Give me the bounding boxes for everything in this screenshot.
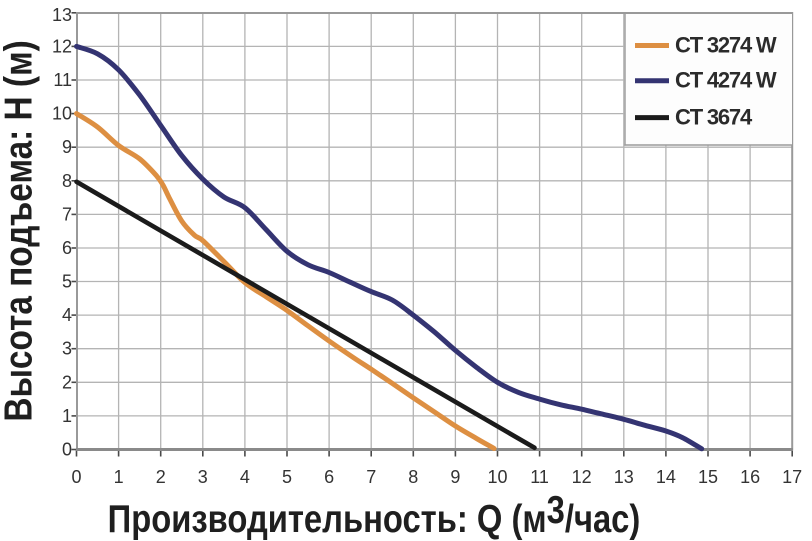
svg-text:5: 5 bbox=[62, 272, 72, 292]
svg-text:7: 7 bbox=[62, 204, 72, 224]
svg-text:12: 12 bbox=[52, 36, 72, 56]
svg-text:10: 10 bbox=[487, 467, 507, 487]
svg-text:17: 17 bbox=[782, 467, 802, 487]
svg-text:0: 0 bbox=[62, 440, 72, 460]
svg-text:11: 11 bbox=[53, 70, 72, 90]
svg-text:3: 3 bbox=[198, 467, 208, 487]
svg-text:1: 1 bbox=[114, 467, 124, 487]
svg-text:15: 15 bbox=[698, 467, 718, 487]
svg-text:2: 2 bbox=[156, 467, 166, 487]
svg-text:3: 3 bbox=[62, 339, 72, 359]
svg-text:5: 5 bbox=[282, 467, 292, 487]
svg-text:12: 12 bbox=[572, 467, 592, 487]
svg-text:0: 0 bbox=[71, 467, 81, 487]
svg-text:7: 7 bbox=[366, 467, 376, 487]
svg-text:13: 13 bbox=[52, 5, 72, 25]
svg-text:8: 8 bbox=[408, 467, 418, 487]
svg-text:8: 8 bbox=[62, 171, 72, 191]
svg-text:CT 3274 W: CT 3274 W bbox=[675, 33, 777, 58]
svg-text:4: 4 bbox=[62, 305, 72, 325]
svg-text:2: 2 bbox=[62, 372, 72, 392]
svg-text:6: 6 bbox=[62, 238, 72, 258]
svg-text:13: 13 bbox=[614, 467, 634, 487]
svg-text:9: 9 bbox=[62, 137, 72, 157]
svg-text:9: 9 bbox=[450, 467, 460, 487]
svg-text:1: 1 bbox=[62, 406, 72, 426]
svg-text:6: 6 bbox=[324, 467, 334, 487]
svg-text:CT 4274 W: CT 4274 W bbox=[675, 68, 777, 93]
svg-text:4: 4 bbox=[240, 467, 250, 487]
svg-text:16: 16 bbox=[740, 467, 760, 487]
svg-text:10: 10 bbox=[52, 104, 72, 124]
svg-text:11: 11 bbox=[530, 467, 549, 487]
svg-text:CT 3674: CT 3674 bbox=[675, 105, 753, 130]
svg-text:14: 14 bbox=[656, 467, 676, 487]
